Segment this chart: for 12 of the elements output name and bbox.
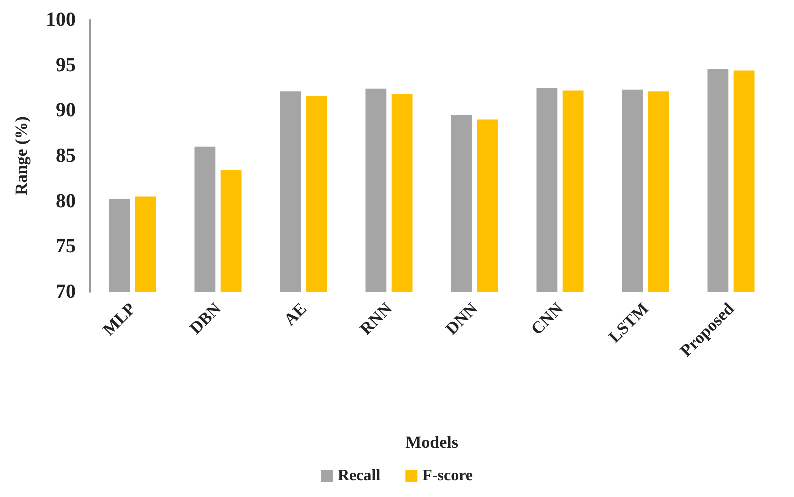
y-tick-label: 80 <box>56 190 76 212</box>
y-tick-label: 100 <box>46 9 76 31</box>
y-tick-label: 85 <box>56 145 76 167</box>
y-axis-title: Range (%) <box>12 116 31 196</box>
y-tick-label: 90 <box>56 100 76 122</box>
y-tick-label: 95 <box>56 54 76 76</box>
y-tick-label: 75 <box>56 236 76 258</box>
y-tick-label: 70 <box>56 281 76 303</box>
legend-label: F-score <box>422 468 473 484</box>
x-tick-label: AE <box>280 299 310 330</box>
legend-label: Recall <box>338 468 382 484</box>
x-axis-title: Models <box>406 433 459 452</box>
